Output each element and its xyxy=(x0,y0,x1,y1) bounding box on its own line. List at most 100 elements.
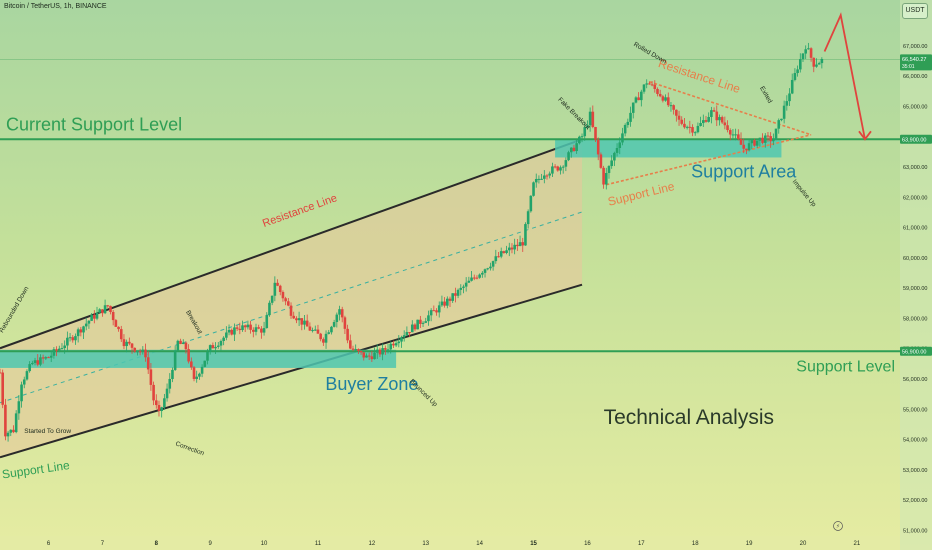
x-tick-label: 19 xyxy=(746,541,753,547)
candle-body xyxy=(1,373,4,405)
candle-body xyxy=(327,332,330,334)
candle-body xyxy=(50,356,53,358)
candle-body xyxy=(408,332,411,333)
candle-body xyxy=(780,119,783,120)
candle-body xyxy=(128,342,131,344)
candle-body xyxy=(247,325,250,328)
candle-body xyxy=(462,287,465,288)
candle-body xyxy=(543,175,546,178)
candle-body xyxy=(659,94,662,96)
candle-body xyxy=(241,325,244,330)
candle-body xyxy=(715,112,718,121)
candle-body xyxy=(90,315,93,321)
y-tick-label: 60,000.00 xyxy=(903,256,927,262)
candle-body xyxy=(66,338,69,346)
candle-body xyxy=(142,350,145,352)
candle-body xyxy=(400,337,403,341)
candle-body xyxy=(430,310,433,315)
candle-body xyxy=(311,330,314,331)
candle-body xyxy=(548,174,551,176)
candle-body xyxy=(120,329,123,339)
candle-body xyxy=(489,267,492,269)
candle-body xyxy=(718,117,721,120)
candle-body xyxy=(759,138,762,141)
candle-body xyxy=(282,292,285,298)
candle-body xyxy=(745,149,748,151)
candle-body xyxy=(61,348,64,349)
candle-body xyxy=(724,122,727,125)
y-tick-label: 66,000.00 xyxy=(903,74,927,80)
candle-body xyxy=(737,134,740,139)
x-tick-label: 15 xyxy=(530,541,537,547)
candle-body xyxy=(80,329,83,332)
candle-body xyxy=(470,278,473,281)
candle-body xyxy=(726,125,729,130)
candle-body xyxy=(538,179,541,180)
candle-body xyxy=(694,132,697,133)
candle-body xyxy=(575,143,578,151)
candle-body xyxy=(193,367,196,379)
candle-body xyxy=(403,335,406,337)
candle-body xyxy=(486,268,489,269)
candle-body xyxy=(788,93,791,101)
candle-body xyxy=(740,139,743,145)
candle-body xyxy=(212,345,215,348)
candle-body xyxy=(12,430,15,432)
candle-body xyxy=(699,123,702,126)
forecast-path xyxy=(825,15,871,139)
candle-body xyxy=(527,211,530,224)
candle-body xyxy=(729,130,732,134)
candle-body xyxy=(7,433,10,437)
candle-body xyxy=(651,84,654,85)
candle-body xyxy=(530,196,533,211)
candle-body xyxy=(306,321,309,327)
candle-body xyxy=(637,97,640,100)
symbol-title[interactable]: Bitcoin / TetherUS, 1h, BINANCE xyxy=(4,3,107,10)
candle-body xyxy=(516,245,519,246)
candle-body xyxy=(96,313,99,319)
candle-body xyxy=(257,327,260,328)
candle-body xyxy=(39,357,42,364)
candle-body xyxy=(702,120,705,123)
price-axis[interactable]: 51,000.00 52,000.00 53,000.00 54,000.00 55,0… xyxy=(900,0,932,550)
candle-body xyxy=(112,312,115,320)
candle-body xyxy=(325,334,328,343)
y-tick-label: 52,000.00 xyxy=(903,498,927,504)
candle-body xyxy=(206,352,209,361)
ascending-channel xyxy=(0,139,582,457)
candle-body xyxy=(163,398,166,407)
candle-body xyxy=(524,224,527,245)
time-axis[interactable]: 6 7 8 9 10 11 12 13 14 15 16 17 18 19 20 21 ⚡ xyxy=(0,522,900,550)
candle-body xyxy=(354,349,357,350)
candle-body xyxy=(473,278,476,279)
candle-body xyxy=(222,338,225,341)
y-tick-label: 54,000.00 xyxy=(903,438,927,444)
candle-body xyxy=(292,316,295,318)
candle-body xyxy=(336,315,339,322)
channel-fill xyxy=(0,139,582,457)
candle-body xyxy=(468,281,471,283)
channel-support-label: Support Line xyxy=(1,458,71,481)
candle-body xyxy=(807,48,810,49)
candle-body xyxy=(123,339,126,346)
candle-body xyxy=(492,261,495,267)
candle-body xyxy=(125,342,128,346)
forecast-line xyxy=(825,15,865,139)
currency-button[interactable]: USDT xyxy=(902,3,928,19)
candle-body xyxy=(314,330,317,331)
candle-body xyxy=(392,344,395,346)
candle-body xyxy=(556,166,559,170)
candle-body xyxy=(810,48,813,58)
candle-body xyxy=(309,326,312,330)
y-tick-label: 65,000.00 xyxy=(903,104,927,110)
candle-body xyxy=(532,182,535,195)
candle-body xyxy=(300,318,303,324)
candle-body xyxy=(93,315,96,319)
candle-body xyxy=(233,327,236,334)
candle-body xyxy=(621,133,624,142)
candle-body xyxy=(786,101,789,106)
candle-body xyxy=(783,106,786,119)
candle-body xyxy=(672,105,675,110)
candle-body xyxy=(23,379,26,384)
